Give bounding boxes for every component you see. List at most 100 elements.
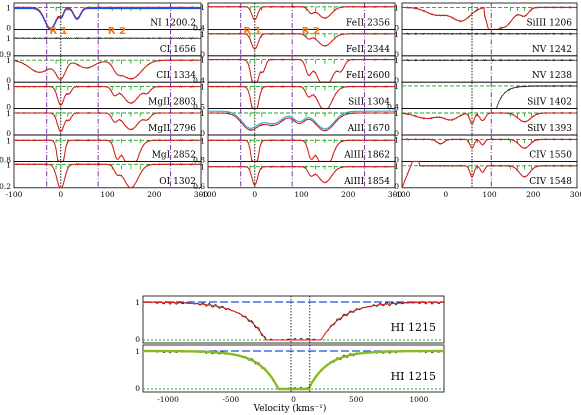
x-tick-label: 200 bbox=[147, 190, 162, 199]
y-tick-label: 1 bbox=[6, 136, 11, 145]
transition-panel: OI 1302 0.2 1 bbox=[0, 160, 202, 191]
x-tick-label: 100 bbox=[100, 190, 115, 199]
fit-curve bbox=[208, 59, 395, 83]
line-label: CII 1334 bbox=[156, 71, 196, 81]
transition-panel: FeII 2344 0 1 bbox=[200, 28, 396, 59]
x-tick-label: 300 bbox=[388, 190, 403, 199]
y-tick-label: 1 bbox=[200, 163, 205, 172]
y-tick-label: 0.5 bbox=[193, 103, 205, 112]
y-tick-label: 0 bbox=[6, 129, 11, 138]
y-tick-label: 1 bbox=[394, 162, 399, 171]
fit-curve bbox=[143, 301, 444, 341]
fit-curve bbox=[14, 86, 201, 106]
fit-curve bbox=[401, 160, 577, 188]
x-tick-label: 0 bbox=[443, 190, 448, 199]
x-tick-label: -100 bbox=[6, 190, 23, 199]
y-tick-label: 1 bbox=[200, 83, 205, 92]
x-tick-label: 200 bbox=[341, 190, 356, 199]
x-tick-label: -100 bbox=[200, 190, 217, 199]
fit-curve bbox=[208, 166, 395, 186]
line-label: NI 1200.2 bbox=[150, 18, 196, 28]
transition-panel: FeII 2356 0.4 1 bbox=[193, 2, 396, 32]
x-tick-label: 100 bbox=[482, 190, 497, 199]
line-label: CIV 1550 bbox=[529, 150, 572, 160]
y-tick-label: 1 bbox=[394, 3, 399, 12]
transition-panel: AlIII 1862 0.8 1 bbox=[193, 134, 396, 164]
y-tick-label: 0.4 bbox=[193, 76, 205, 85]
transition-panel: SiIV 1393 0 1 bbox=[394, 108, 578, 138]
transition-panel: MgII 2803 0 1 bbox=[6, 81, 202, 112]
transition-panel: NV 1238 0 1 bbox=[394, 55, 578, 85]
y-tick-label: 1 bbox=[6, 83, 11, 92]
transition-panel: NI 1200.2 0 1 bbox=[6, 2, 202, 32]
line-label: CI 1656 bbox=[160, 45, 196, 55]
y-tick-label: 0.4 bbox=[387, 103, 399, 112]
y-tick-label: 0 bbox=[200, 50, 205, 59]
y-tick-label: 1 bbox=[6, 56, 11, 65]
y-tick-label: 0 bbox=[6, 76, 11, 85]
line-label: CIV 1548 bbox=[529, 177, 572, 187]
x-tick-label: -500 bbox=[222, 395, 239, 404]
hi-panel: HI 1215 1 0 bbox=[135, 344, 445, 393]
y-tick-label: 1 bbox=[394, 56, 399, 65]
x-tick-label: 500 bbox=[349, 395, 364, 404]
transition-panel: CIV 1550 0 1 bbox=[394, 134, 578, 164]
fit-curve bbox=[401, 112, 577, 125]
line-label: SiIV 1393 bbox=[527, 124, 572, 134]
y-tick-label: 1 bbox=[6, 109, 11, 118]
model-curve bbox=[14, 7, 201, 31]
fit-curve bbox=[208, 139, 395, 162]
x-axis-label: Velocity (kms⁻¹) bbox=[253, 403, 327, 414]
fit-curve bbox=[208, 6, 395, 21]
fit-curve bbox=[14, 112, 201, 133]
x-tick-label: -1000 bbox=[157, 395, 179, 404]
x-tick-label: 300 bbox=[570, 190, 581, 199]
transition-panel: MgI 2852 0.8 1 bbox=[0, 134, 202, 164]
line-label: FeII 2356 bbox=[346, 18, 390, 28]
y-tick-label: 0 bbox=[394, 76, 399, 85]
y-tick-label: 0 bbox=[6, 103, 11, 112]
y-tick-label: 0 bbox=[6, 23, 11, 32]
y-tick-label: 0 bbox=[394, 155, 399, 164]
transition-panel: AlIII 1854 0.6 1 bbox=[193, 160, 396, 191]
fit-curve bbox=[14, 163, 201, 189]
line-label: AlIII 1862 bbox=[343, 150, 390, 160]
region-label-r2: R 2 bbox=[108, 26, 126, 37]
y-tick-label: 0.4 bbox=[193, 23, 205, 32]
data-spectrum bbox=[402, 58, 578, 62]
y-tick-label: 1 bbox=[135, 298, 140, 307]
y-tick-label: 1 bbox=[200, 56, 205, 65]
y-tick-label: 0 bbox=[135, 335, 140, 344]
transition-panel: SiII 1304 0.5 1 bbox=[193, 81, 396, 112]
panel-frame bbox=[401, 160, 578, 189]
fit-curve bbox=[208, 86, 395, 110]
panel-frame bbox=[142, 344, 445, 393]
y-tick-label: 0.8 bbox=[0, 155, 11, 164]
line-label: NV 1242 bbox=[532, 45, 572, 55]
panel-frame bbox=[13, 160, 202, 189]
y-tick-label: 0 bbox=[135, 384, 140, 393]
data-spectrum bbox=[402, 32, 578, 36]
model-spectrum bbox=[208, 110, 395, 130]
y-tick-label: 1 bbox=[200, 30, 205, 39]
transition-panel: FeII 2600 0.4 1 bbox=[193, 55, 396, 85]
hi-panel-grid: HI 1215 1 0 HI 1215 1 0 -1000 -500 0 500 1000 bbox=[135, 295, 445, 404]
x-tick-label: 200 bbox=[526, 190, 541, 199]
line-label: MgI 2852 bbox=[152, 150, 196, 160]
y-tick-label: 1 bbox=[394, 30, 399, 39]
region-label-r1: R 1 bbox=[49, 26, 67, 37]
line-label: FeII 2600 bbox=[346, 71, 390, 81]
y-tick-label: 0 bbox=[394, 23, 399, 32]
y-tick-label: 1 bbox=[6, 34, 11, 43]
fit-curve bbox=[14, 139, 201, 162]
y-tick-label: 0.6 bbox=[193, 182, 205, 191]
line-label: SiIV 1402 bbox=[527, 98, 572, 108]
line-label: HI 1215 bbox=[391, 321, 436, 334]
transition-panel: CI 1656 0.9 1 bbox=[0, 28, 202, 59]
line-label: SiII 1304 bbox=[348, 98, 390, 108]
fit-curve bbox=[208, 33, 395, 50]
